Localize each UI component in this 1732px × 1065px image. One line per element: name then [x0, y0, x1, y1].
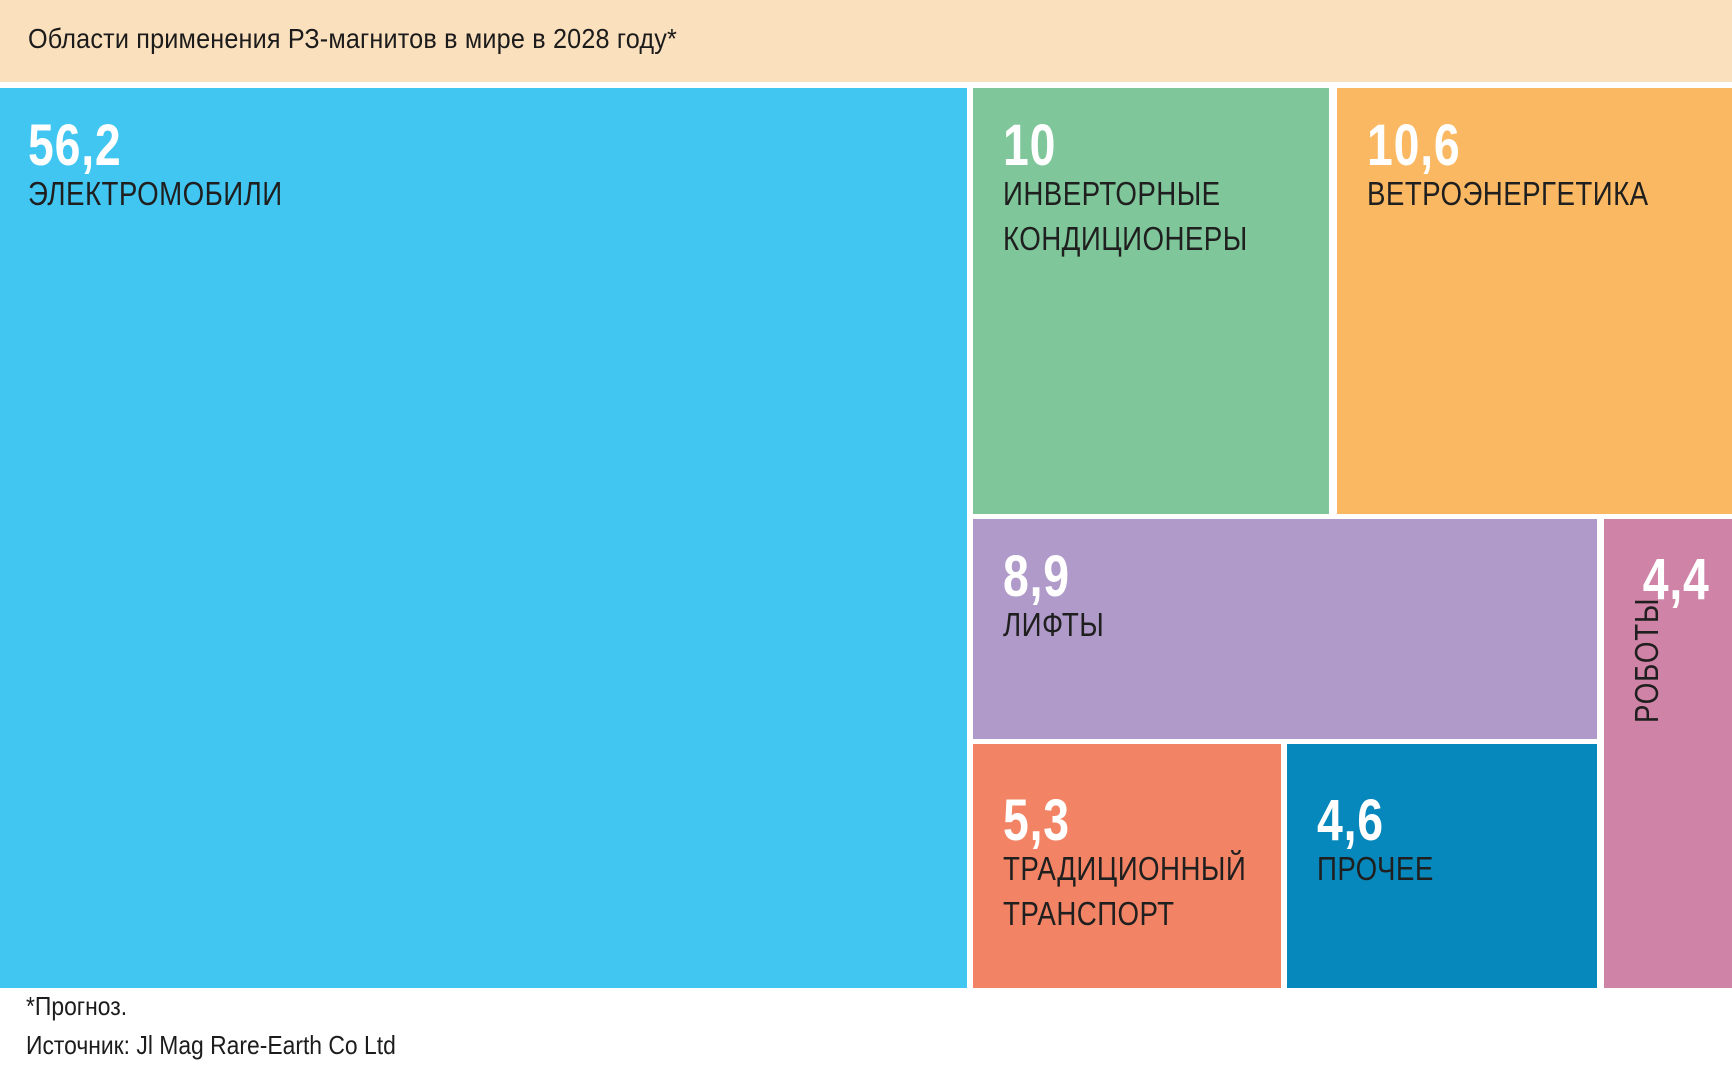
chart-title: Области применения РЗ-магнитов в мире в … — [28, 23, 678, 54]
tile-label: ВЕТРОЭНЕРГЕТИКА — [1367, 171, 1649, 216]
tile-label-line: ТРАНСПОРТ — [1003, 895, 1175, 932]
tile-label-line: ЭЛЕКТРОМОБИЛИ — [28, 175, 283, 212]
treemap-tile-other: 4,6 ПРОЧЕЕ — [1287, 744, 1597, 988]
tile-label-line: ПРОЧЕЕ — [1317, 850, 1434, 887]
treemap-tile-inverter-air-conditioners: 10 ИНВЕРТОРНЫЕ КОНДИЦИОНЕРЫ — [973, 88, 1329, 514]
tile-label: ПРОЧЕЕ — [1317, 846, 1434, 891]
treemap-tile-electric-vehicles: 56,2 ЭЛЕКТРОМОБИЛИ *Прогноз. Источник: J… — [0, 88, 967, 1060]
tile-label-line: ИНВЕРТОРНЫЕ — [1003, 175, 1221, 212]
tile-label-line: ЛИФТЫ — [1003, 606, 1105, 643]
tile-value: 4,6 — [1317, 788, 1384, 853]
treemap-tile-robots: 4,4 РОБОТЫ — [1604, 519, 1732, 988]
tile-label: ЭЛЕКТРОМОБИЛИ — [28, 171, 283, 216]
tile-value: 8,9 — [1003, 544, 1070, 609]
footnote-text: *Прогноз. — [26, 991, 128, 1021]
tile-label: ЛИФТЫ — [1003, 602, 1104, 647]
tile-value: 10,6 — [1367, 113, 1461, 178]
tile-label-line: КОНДИЦИОНЕРЫ — [1003, 220, 1248, 257]
tile-value: 5,3 — [1003, 788, 1070, 853]
treemap-tile-wind-power: 10,6 ВЕТРОЭНЕРГЕТИКА — [1337, 88, 1732, 514]
tile-value: 4,4 — [1643, 547, 1710, 612]
tile-value: 10 — [1003, 113, 1057, 178]
tile-label-line: ТРАДИЦИОННЫЙ — [1003, 850, 1247, 887]
tile-value: 56,2 — [28, 113, 122, 178]
footer-note: *Прогноз. Источник: Jl Mag Rare-Earth Co… — [26, 987, 396, 1065]
tile-label-line: ВЕТРОЭНЕРГЕТИКА — [1367, 175, 1649, 212]
source-text: Источник: Jl Mag Rare-Earth Co Ltd — [26, 1030, 396, 1060]
treemap-tile-traditional-transport: 5,3 ТРАДИЦИОННЫЙ ТРАНСПОРТ — [973, 744, 1281, 988]
tile-label: ИНВЕРТОРНЫЕ КОНДИЦИОНЕРЫ — [1003, 171, 1248, 261]
tile-label: ТРАДИЦИОННЫЙ ТРАНСПОРТ — [1003, 846, 1246, 936]
tile-label-vertical: РОБОТЫ — [1628, 597, 1665, 723]
header-band: Области применения РЗ-магнитов в мире в … — [0, 0, 1732, 82]
treemap-tile-elevators: 8,9 ЛИФТЫ — [973, 519, 1597, 739]
